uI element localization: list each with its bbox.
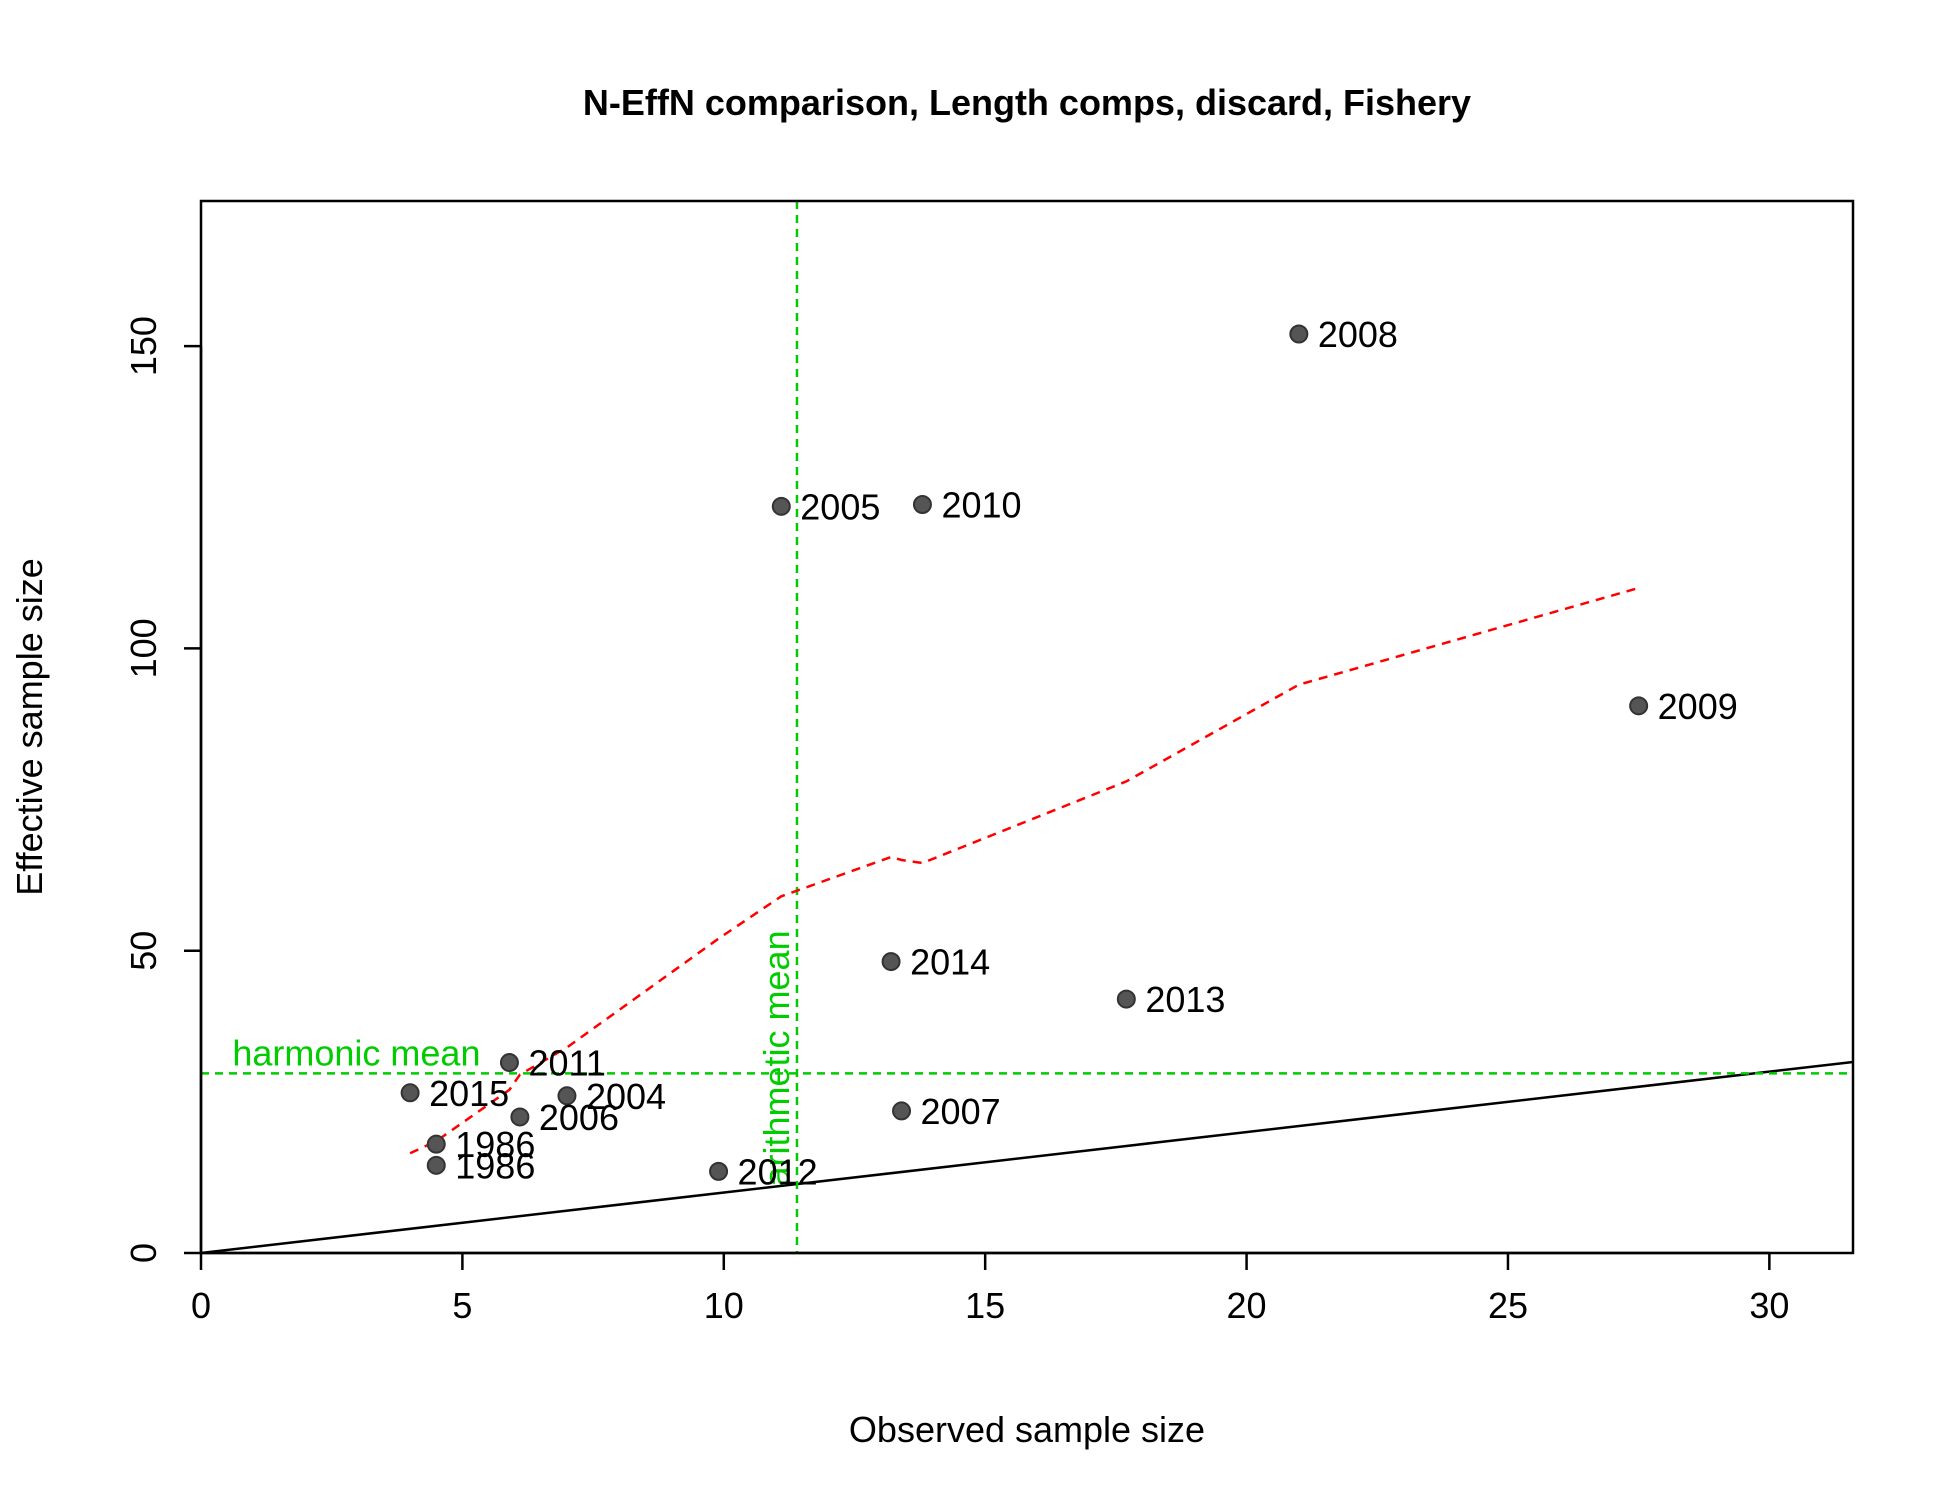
point-label: 1986 — [455, 1145, 535, 1186]
data-point — [912, 495, 932, 515]
arithmetic-mean-label: arithmetic mean — [756, 930, 797, 1186]
plot-area: harmonic mean arithmetic mean 2008 2005 2010… — [200, 201, 1854, 1255]
data-point — [1289, 324, 1309, 344]
y-tick-label: 0 — [123, 1243, 164, 1263]
x-axis: 0 5 10 15 20 25 30 — [191, 1251, 1789, 1326]
data-point — [499, 1053, 519, 1073]
data-point — [510, 1107, 530, 1127]
loess-line — [409, 586, 1640, 1155]
data-point — [1629, 696, 1649, 716]
x-tick-label: 30 — [1749, 1285, 1789, 1326]
y-axis-label: Effective sample size — [9, 558, 50, 895]
y-tick-label: 100 — [123, 618, 164, 678]
point-label: 2009 — [1658, 686, 1738, 727]
y-tick-label: 150 — [123, 316, 164, 376]
data-point — [881, 952, 901, 972]
x-tick-label: 5 — [452, 1285, 472, 1326]
point-label: 2012 — [738, 1151, 818, 1192]
point-label: 1986 — [455, 1124, 535, 1165]
data-point — [426, 1155, 446, 1175]
identity-line — [200, 1060, 1854, 1255]
plot-frame — [199, 199, 1855, 1255]
y-tick-label: 50 — [123, 931, 164, 971]
x-tick-label: 10 — [704, 1285, 744, 1326]
chart-title: N-EffN comparison, Length comps, discard… — [583, 82, 1471, 123]
data-point — [426, 1134, 446, 1154]
point-label: 2004 — [586, 1076, 666, 1117]
data-point — [892, 1101, 912, 1121]
point-label: 2008 — [1318, 314, 1398, 355]
data-point — [557, 1086, 577, 1106]
x-tick-label: 25 — [1488, 1285, 1528, 1326]
point-label: 2015 — [429, 1073, 509, 1114]
point-label: 2005 — [800, 486, 880, 527]
point-label: 2013 — [1145, 979, 1225, 1020]
point-label: 2007 — [921, 1091, 1001, 1132]
data-point — [771, 496, 791, 516]
x-axis-label: Observed sample size — [849, 1409, 1205, 1450]
y-axis: 0 50 100 150 — [123, 316, 203, 1263]
x-tick-label: 0 — [191, 1285, 211, 1326]
point-label: 2006 — [539, 1097, 619, 1138]
x-tick-label: 15 — [965, 1285, 1005, 1326]
data-point — [709, 1161, 729, 1181]
data-point — [400, 1083, 420, 1103]
point-label: 2010 — [941, 485, 1021, 526]
x-tick-label: 20 — [1227, 1285, 1267, 1326]
harmonic-mean-label: harmonic mean — [232, 1032, 480, 1073]
point-label: 2011 — [528, 1043, 605, 1084]
point-label: 2014 — [910, 942, 990, 983]
data-point — [1116, 989, 1136, 1009]
